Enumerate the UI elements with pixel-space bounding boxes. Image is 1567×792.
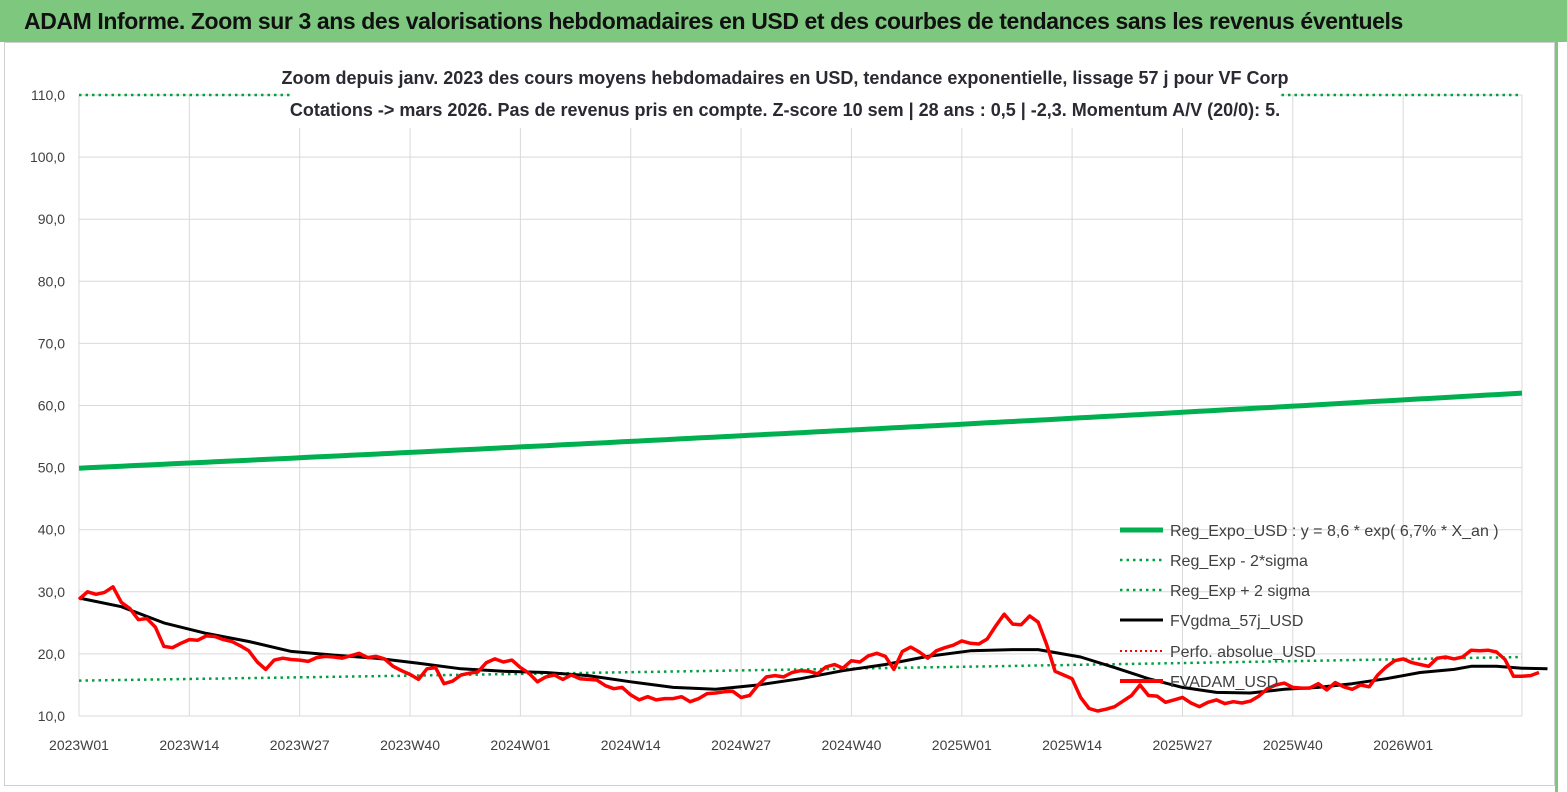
x-tick-label: 2024W14 xyxy=(601,737,661,753)
legend: Reg_Expo_USD : y = 8,6 * exp( 6,7% * X_a… xyxy=(1120,523,1499,691)
chart-title-block: Zoom depuis janv. 2023 des cours moyens … xyxy=(282,62,1289,128)
y-tick-label: 20,0 xyxy=(38,646,65,662)
x-tick-label: 2024W01 xyxy=(490,737,550,753)
legend-label: FVADAM_USD xyxy=(1170,674,1278,691)
x-tick-label: 2023W14 xyxy=(159,737,219,753)
series-fvadam xyxy=(77,585,1540,713)
x-tick-label: 2024W27 xyxy=(711,737,771,753)
y-tick-label: 110,0 xyxy=(31,87,65,103)
report-header: ADAM Informe. Zoom sur 3 ans des valoris… xyxy=(0,0,1567,42)
x-tick-label: 2025W01 xyxy=(932,737,992,753)
y-tick-label: 50,0 xyxy=(38,460,65,476)
x-tick-label: 2023W40 xyxy=(380,737,440,753)
right-border xyxy=(1555,42,1567,792)
series-fvgdma xyxy=(78,596,1548,695)
x-axis-ticks: 2023W01 2023W14 2023W27 2023W40 2024W01 2024W… xyxy=(49,737,1433,753)
y-tick-label: 10,0 xyxy=(38,708,65,724)
y-tick-label: 80,0 xyxy=(38,273,65,289)
y-tick-label: 30,0 xyxy=(38,584,65,600)
report-title: ADAM Informe. Zoom sur 3 ans des valoris… xyxy=(24,8,1403,34)
chart-title-background xyxy=(290,62,1280,128)
chart-title-line-1: Zoom depuis janv. 2023 des cours moyens … xyxy=(282,68,1289,88)
series-reg-expo xyxy=(78,390,1523,471)
chart-title-line-2: Cotations -> mars 2026. Pas de revenus p… xyxy=(290,100,1280,120)
legend-label: Reg_Exp - 2*sigma xyxy=(1170,553,1308,570)
y-tick-label: 90,0 xyxy=(38,211,65,227)
legend-label: Reg_Exp + 2 sigma xyxy=(1170,583,1310,600)
y-tick-label: 40,0 xyxy=(38,522,65,538)
x-tick-label: 2026W01 xyxy=(1373,737,1433,753)
x-tick-label: 2025W14 xyxy=(1042,737,1102,753)
legend-label: Reg_Expo_USD : y = 8,6 * exp( 6,7% * X_a… xyxy=(1170,523,1499,540)
x-tick-label: 2024W40 xyxy=(821,737,881,753)
y-axis-ticks: 10,0 20,0 30,0 40,0 50,0 60,0 70,0 80,0 90,0 100,… xyxy=(30,87,65,724)
x-tick-label: 2023W27 xyxy=(270,737,330,753)
y-tick-label: 100,0 xyxy=(30,149,65,165)
x-tick-label: 2025W40 xyxy=(1263,737,1323,753)
y-tick-label: 60,0 xyxy=(38,398,65,414)
legend-label: FVgdma_57j_USD xyxy=(1170,613,1303,630)
legend-label: Perfo. absolue_USD xyxy=(1170,644,1316,661)
x-tick-label: 2025W27 xyxy=(1153,737,1213,753)
y-tick-label: 70,0 xyxy=(38,335,65,351)
x-tick-label: 2023W01 xyxy=(49,737,109,753)
